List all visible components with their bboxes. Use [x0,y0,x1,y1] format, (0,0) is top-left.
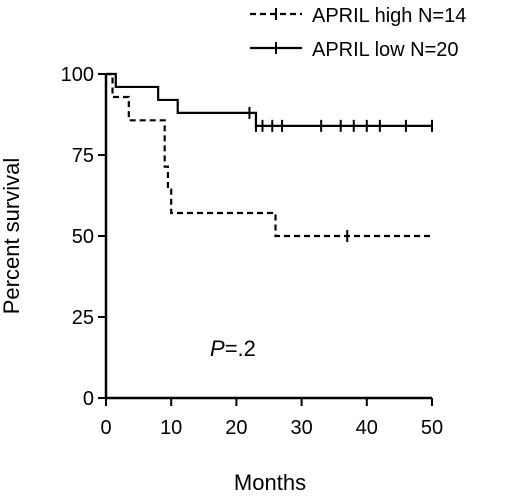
survival-curve-low [106,72,432,127]
x-axis-title: Months [234,470,306,495]
y-tick-label: 0 [83,388,94,410]
x-tick-label: 30 [290,417,312,439]
p-value-annotation: P=.2 [210,336,256,361]
x-tick-label: 40 [356,417,378,439]
curves [106,72,433,242]
survival-curve-high [106,72,432,238]
legend-label-high: APRIL high N=14 [312,5,466,27]
y-tick-label: 75 [72,145,94,167]
x-tick-label: 10 [160,417,182,439]
axes [104,74,432,400]
x-tick-label: 0 [100,417,111,439]
y-tick-label: 50 [72,226,94,248]
ticks: 0 10 20 30 40 50 0 25 50 75 100 [61,64,444,439]
p-value-letter: P [210,336,225,361]
legend-label-low: APRIL low N=20 [312,39,459,61]
y-axis-title: Percent survival [0,158,24,315]
legend: APRIL high N=14 APRIL low N=20 [250,5,466,61]
x-tick-label: 20 [225,417,247,439]
p-value-number: =.2 [225,336,256,361]
x-tick-label: 50 [421,417,443,439]
y-tick-label: 100 [61,64,94,86]
y-tick-label: 25 [72,307,94,329]
